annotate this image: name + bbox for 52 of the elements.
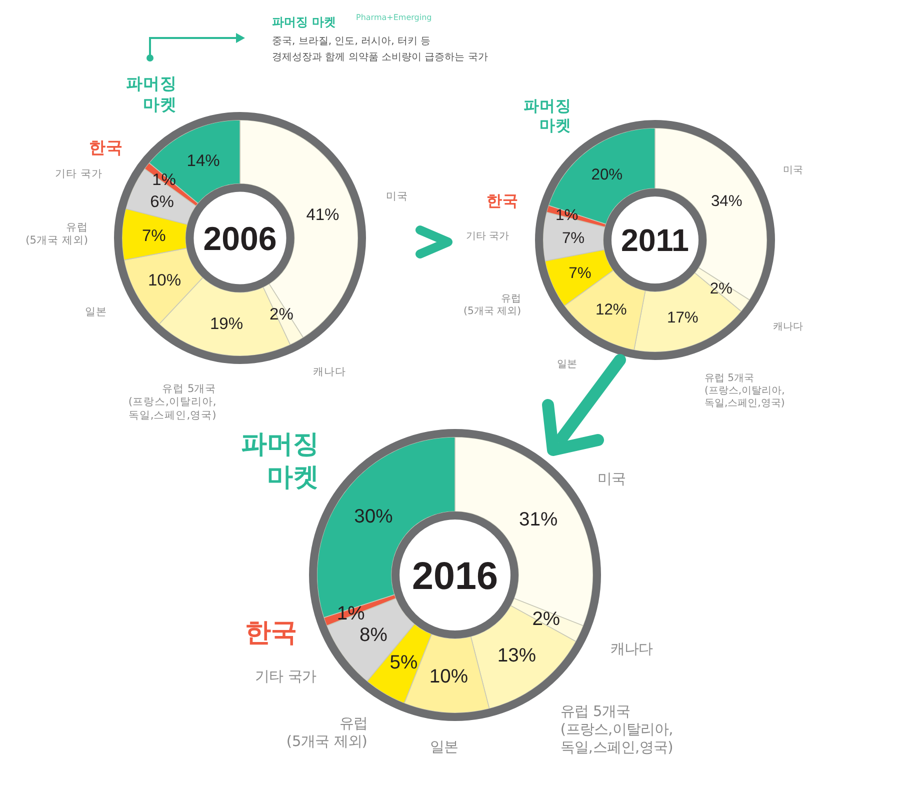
data-label: 30% xyxy=(354,506,393,528)
data-label: 2% xyxy=(710,280,733,298)
slice-label: 한국 xyxy=(486,190,519,210)
slice-label: 유럽 (5개국 제외) xyxy=(26,220,88,247)
slice-label: 파머징 마켓 xyxy=(524,96,572,135)
data-label: 41% xyxy=(306,204,340,224)
data-label: 10% xyxy=(148,270,182,290)
slice-label: 유럽 5개국 (프랑스,이탈리아, 독일,스페인,영국) xyxy=(704,372,785,410)
slice-label: 캐나다 xyxy=(773,321,804,332)
data-label: 20% xyxy=(591,166,623,184)
slice-label: 기타 국가 xyxy=(466,230,510,242)
slice-label: 한국 xyxy=(89,138,124,158)
slice-label: 일본 xyxy=(84,304,107,318)
data-label: 2% xyxy=(270,304,294,324)
data-label: 7% xyxy=(142,226,166,246)
slice-label: 기타 국가 xyxy=(55,167,102,180)
slice-label: 미국 xyxy=(597,471,626,488)
slice-label: 유럽 (5개국 제외) xyxy=(464,294,522,318)
data-label: 6% xyxy=(150,192,174,212)
data-label: 13% xyxy=(497,646,536,666)
data-label: 17% xyxy=(667,310,698,327)
data-label: 19% xyxy=(210,314,244,333)
text: 2016 xyxy=(412,554,498,598)
data-label: 14% xyxy=(186,150,220,170)
slice-label: 유럽 5개국 (프랑스,이탈리아, 독일,스페인,영국) xyxy=(128,382,216,422)
slice-label: 캐나다 xyxy=(610,641,653,658)
slice-label: 일본 xyxy=(556,358,577,370)
data-label: 7% xyxy=(568,265,592,282)
slice-label: 유럽 (5개국 제외) xyxy=(286,716,368,750)
text: 경제성장과 함께 의약품 소비량이 급증하는 국가 xyxy=(272,52,488,63)
text: Pharma+Emerging xyxy=(356,13,432,22)
data-label: 7% xyxy=(562,230,585,248)
data-label: 12% xyxy=(596,302,627,319)
slice-label: 캐나다 xyxy=(313,364,346,378)
text: 중국, 브라질, 인도, 러시아, 터키 등 xyxy=(272,36,431,47)
data-label: 5% xyxy=(390,652,418,674)
text: 2006 xyxy=(203,220,277,258)
data-label: 34% xyxy=(710,193,742,210)
data-label: 2% xyxy=(532,608,560,630)
slice-label: 유럽 5개국 (프랑스,이탈리아, 독일,스페인,영국) xyxy=(560,704,674,756)
data-label: 8% xyxy=(360,625,388,646)
slice-label: 한국 xyxy=(244,618,297,648)
data-label: 31% xyxy=(518,509,558,530)
slice-label: 파머징 마켓 xyxy=(241,430,320,492)
slice-label: 기타 국가 xyxy=(255,669,316,686)
data-label: 10% xyxy=(429,666,468,688)
slice-label: 미국 xyxy=(386,189,408,202)
text: 파머징 마켓 xyxy=(272,15,336,29)
slice-label: 일본 xyxy=(430,740,458,756)
text: 2011 xyxy=(620,223,690,258)
slice-label: 미국 xyxy=(782,165,803,176)
legend-label: 파머징 마켓 xyxy=(126,74,177,114)
